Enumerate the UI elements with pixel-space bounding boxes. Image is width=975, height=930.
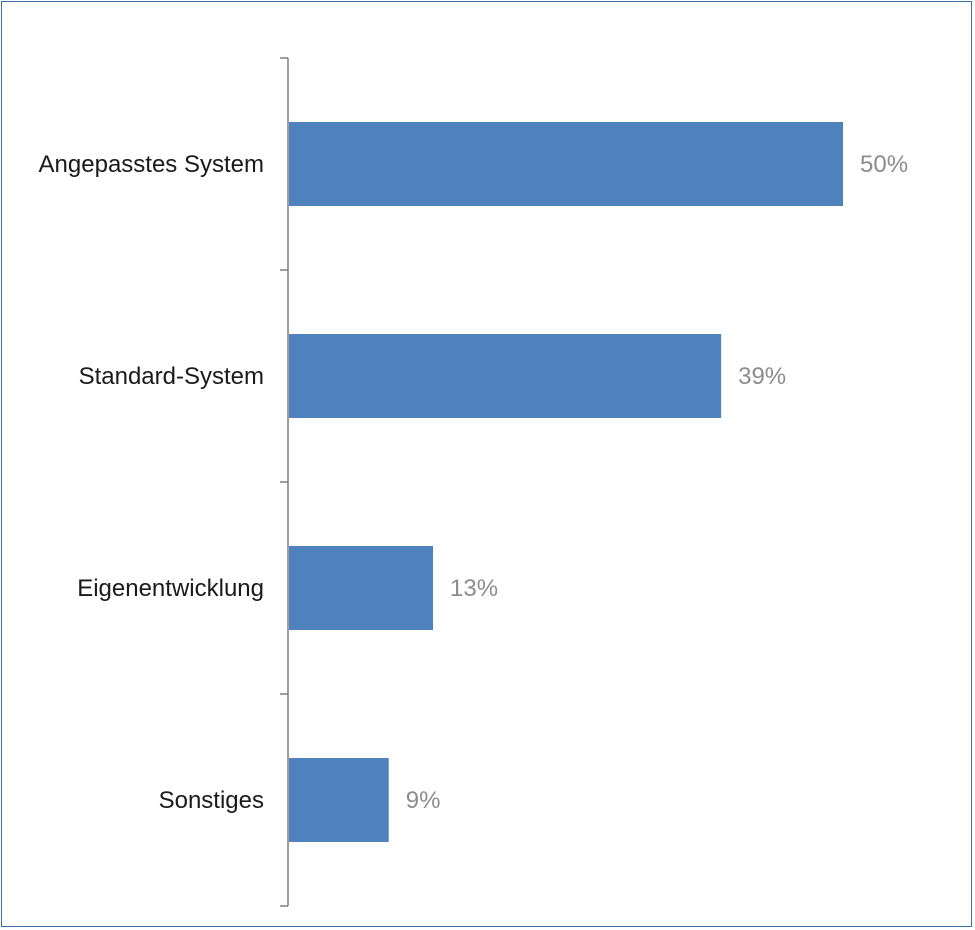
bar [289, 546, 434, 630]
category-labels: Angepasstes System Standard-System Eigenen… [39, 151, 264, 814]
bar [289, 122, 843, 206]
category-label: Sonstiges [159, 787, 264, 814]
value-label: 39% [738, 363, 786, 390]
value-label: 13% [450, 575, 498, 602]
category-label: Eigenentwicklung [77, 575, 264, 602]
category-axis [280, 57, 289, 907]
value-labels: 50% 39% 13% 9% [406, 151, 908, 814]
bar [289, 334, 722, 418]
bar [289, 758, 389, 842]
value-label: 50% [860, 151, 908, 178]
category-label: Angepasstes System [39, 151, 264, 178]
category-label: Standard-System [79, 363, 264, 390]
value-label: 9% [406, 787, 441, 814]
bars-group [289, 122, 843, 842]
